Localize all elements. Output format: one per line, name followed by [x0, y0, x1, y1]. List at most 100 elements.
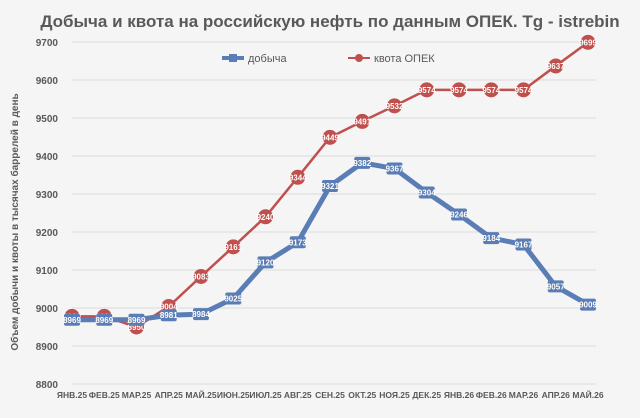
x-tick-label: МАР.25 [122, 390, 152, 400]
data-point [289, 236, 306, 249]
y-tick-label: 9700 [36, 38, 59, 49]
x-tick-label: ДЕК.25 [412, 390, 441, 400]
data-point [128, 313, 145, 326]
data-label: 8981 [160, 311, 178, 320]
x-tick-label: СЕН.25 [315, 390, 345, 400]
data-label: 8969 [128, 316, 146, 325]
data-point [580, 34, 596, 50]
legend-label: квота ОПЕК [374, 53, 435, 65]
x-tick-label: ОКТ.25 [348, 390, 376, 400]
data-label: 9246 [450, 211, 468, 220]
y-tick-label: 9000 [36, 304, 59, 315]
data-point [225, 292, 242, 305]
x-tick-label: ЯНВ.25 [57, 390, 87, 400]
y-axis-ticks: 8800 8900 9000 9100 9200 9300 9400 9500 9600 9700 [36, 38, 59, 391]
legend-item: квота ОПЕК [348, 53, 435, 65]
data-point [354, 156, 371, 169]
data-label: 9009 [579, 301, 597, 310]
data-label: 9491 [353, 117, 371, 126]
data-label: 9173 [289, 238, 307, 247]
data-label: 9184 [482, 234, 500, 243]
y-tick-label: 8900 [36, 342, 59, 353]
data-point [515, 238, 532, 251]
data-point [387, 98, 402, 114]
data-label: 9004 [160, 302, 178, 311]
x-axis-ticks: ЯНВ.25 ФЕВ.25 МАР.25 АПР.25 МАЙ.25 ИЮН.25 ИЮЛ.… [57, 389, 604, 400]
data-label: 8984 [192, 310, 210, 319]
x-tick-label: НОЯ.25 [379, 390, 410, 400]
data-label: 9304 [418, 188, 436, 197]
legend-marker [229, 54, 237, 62]
data-label: 9699 [579, 38, 597, 47]
data-point [516, 82, 531, 98]
y-tick-label: 9500 [36, 114, 59, 125]
x-tick-label: АВГ.25 [284, 390, 312, 400]
data-label: 9449 [321, 133, 339, 142]
data-point [451, 82, 467, 98]
data-point [354, 113, 370, 129]
data-label: 9161 [224, 243, 242, 252]
data-label: 9574 [515, 86, 533, 95]
data-label: 9167 [515, 241, 533, 250]
gridlines [72, 41, 596, 385]
data-point [483, 82, 499, 98]
data-point [386, 162, 403, 175]
chart-title: Добыча и квота на российскую нефть по да… [40, 12, 619, 31]
data-point [547, 280, 564, 293]
data-point [451, 208, 467, 221]
data-point [257, 256, 274, 269]
legend: добыча квота ОПЕК [222, 53, 435, 65]
data-point [225, 239, 241, 255]
x-tick-label: МАЙ.26 [572, 389, 603, 400]
x-tick-label: МАР.26 [509, 390, 539, 400]
data-point [322, 180, 338, 193]
data-label: 9574 [482, 86, 500, 95]
data-label: 9367 [386, 165, 404, 174]
data-point [290, 169, 306, 185]
data-label: 9637 [547, 62, 565, 71]
data-point [548, 58, 564, 74]
data-label: 9120 [257, 258, 275, 267]
x-tick-label: ИЮЛ.25 [249, 390, 282, 400]
legend-label: добыча [248, 53, 287, 65]
x-tick-label: ИЮН.25 [217, 390, 250, 400]
series-layer: 8980898089509004908391619240934494499491… [63, 34, 597, 335]
data-point [322, 129, 338, 145]
data-label: 9321 [321, 182, 339, 191]
legend-item: добыча [222, 53, 287, 65]
data-point [483, 232, 500, 245]
data-point [580, 298, 596, 311]
data-label: 9344 [289, 173, 307, 182]
x-tick-label: АПР.25 [155, 390, 184, 400]
data-point [193, 308, 209, 321]
data-label: 9574 [450, 86, 468, 95]
data-point [64, 313, 80, 326]
data-label: 9083 [192, 272, 210, 281]
y-tick-label: 9200 [36, 228, 59, 239]
data-label: 9057 [547, 282, 565, 291]
data-label: 9574 [418, 86, 436, 95]
data-point [160, 309, 177, 322]
x-tick-label: ЯНВ.26 [444, 390, 474, 400]
data-label: 9532 [386, 102, 404, 111]
data-point [193, 268, 209, 284]
data-label: 8950 [128, 323, 146, 332]
x-tick-label: МАЙ.25 [185, 389, 216, 400]
x-tick-label: ФЕВ.25 [89, 390, 120, 400]
y-tick-label: 9600 [36, 76, 59, 87]
y-tick-label: 9300 [36, 190, 59, 201]
data-label: 9240 [257, 213, 275, 222]
y-tick-label: 9400 [36, 152, 59, 163]
data-point [418, 186, 435, 199]
legend-marker [355, 54, 363, 62]
y-tick-label: 9100 [36, 266, 59, 277]
x-tick-label: ФЕВ.26 [476, 390, 507, 400]
data-point [96, 313, 113, 326]
y-tick-label: 8800 [36, 380, 59, 391]
data-point [419, 82, 435, 98]
data-point [258, 209, 273, 225]
y-axis-label: Объем добычи и квоты в тысячах баррелей … [9, 93, 21, 350]
series-production: 8969 8969 8969 8981 8984 9025 9120 9173 9321 9382… [63, 156, 597, 326]
